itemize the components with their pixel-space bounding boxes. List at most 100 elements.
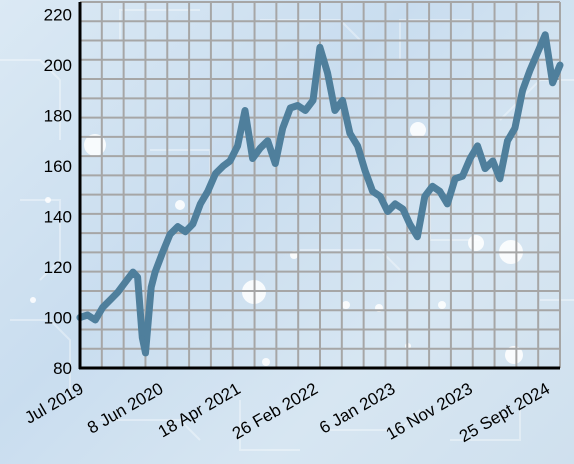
data-point <box>220 163 226 169</box>
data-point <box>197 201 203 207</box>
decor-dot <box>175 200 185 210</box>
data-point <box>190 221 196 227</box>
data-point <box>92 317 98 323</box>
data-point <box>310 97 316 103</box>
data-point <box>175 224 181 230</box>
x-tick-label: 8 Jun 2020 <box>84 379 166 438</box>
data-point <box>460 173 465 179</box>
y-tick-labels: 80 100 120 140 160 180 200 220 <box>44 6 72 378</box>
data-point <box>535 50 541 55</box>
data-point <box>490 158 496 164</box>
decor-dot <box>84 134 106 156</box>
data-point <box>362 168 368 174</box>
data-point <box>377 193 383 199</box>
decor-dot <box>262 358 270 366</box>
data-point <box>227 158 233 164</box>
data-point <box>107 297 113 303</box>
circuit-background <box>0 9 574 451</box>
data-point <box>287 105 293 111</box>
data-point <box>295 103 301 108</box>
data-point <box>414 234 420 240</box>
data-point <box>370 188 376 194</box>
data-point <box>160 249 166 255</box>
data-point <box>115 289 121 295</box>
data-point <box>422 193 428 199</box>
circuit-trace <box>0 59 61 140</box>
x-tick-label: 26 Feb 2022 <box>229 379 321 443</box>
circuit-trace <box>330 409 421 431</box>
y-tick-label: 220 <box>44 6 72 25</box>
data-point <box>520 87 526 93</box>
y-tick-label: 100 <box>44 309 72 328</box>
data-point <box>392 201 398 207</box>
decor-dot <box>342 301 350 309</box>
data-point <box>167 231 173 237</box>
circuit-trace <box>119 9 200 40</box>
data-point <box>325 70 330 76</box>
x-tick-label: 18 Apr 2021 <box>155 379 244 441</box>
data-point <box>85 312 91 318</box>
data-point <box>265 138 271 144</box>
x-tick-label: Jul 2019 <box>22 379 87 428</box>
decor-dot <box>45 197 51 203</box>
circuit-trace <box>300 249 401 271</box>
data-point <box>385 209 391 214</box>
data-point <box>143 350 148 356</box>
circuit-trace <box>100 419 201 441</box>
data-point <box>205 188 211 194</box>
data-point <box>550 80 556 86</box>
data-point <box>452 176 458 182</box>
data-point <box>332 108 338 113</box>
data-point <box>242 108 248 113</box>
data-point <box>235 143 241 149</box>
decor-dot <box>438 301 446 309</box>
circuit-trace <box>10 319 71 400</box>
data-point <box>512 125 518 131</box>
chart-axes <box>78 2 560 370</box>
y-tick-label: 140 <box>44 208 72 227</box>
data-point <box>429 183 435 189</box>
series-layer <box>76 31 564 357</box>
data-point <box>482 166 488 172</box>
circuit-trace <box>450 400 521 441</box>
data-point <box>340 97 345 103</box>
data-point <box>148 284 154 290</box>
data-point <box>407 221 413 227</box>
decor-dot <box>410 122 426 138</box>
data-point <box>280 125 286 131</box>
data-point <box>527 67 533 73</box>
y-tick-label: 120 <box>44 258 72 277</box>
data-point <box>355 143 361 149</box>
circuit-trace <box>20 199 61 281</box>
data-point <box>475 143 480 149</box>
data-point <box>122 279 128 285</box>
data-point <box>497 176 503 182</box>
data-point <box>139 335 145 341</box>
data-point <box>100 304 106 310</box>
circuit-trace <box>239 400 300 451</box>
data-point <box>444 201 450 207</box>
y-tick-label: 80 <box>53 359 72 378</box>
data-point <box>182 229 188 235</box>
data-point <box>250 156 256 161</box>
data-point <box>557 62 563 68</box>
data-point <box>130 269 136 275</box>
decor-dot <box>505 346 523 364</box>
data-point <box>317 44 323 50</box>
data-point <box>272 161 278 166</box>
data-point <box>505 138 510 144</box>
decor-dot <box>30 297 36 303</box>
data-point <box>257 145 263 151</box>
data-point <box>135 274 141 280</box>
data-point <box>437 188 443 194</box>
y-tick-label: 200 <box>44 56 72 75</box>
data-point <box>542 32 548 38</box>
circuit-trace <box>260 19 361 41</box>
data-point <box>347 130 353 136</box>
data-point <box>152 269 158 275</box>
decor-dot <box>468 235 484 251</box>
circuit-trace <box>399 19 470 60</box>
y-tick-label: 160 <box>44 157 72 176</box>
